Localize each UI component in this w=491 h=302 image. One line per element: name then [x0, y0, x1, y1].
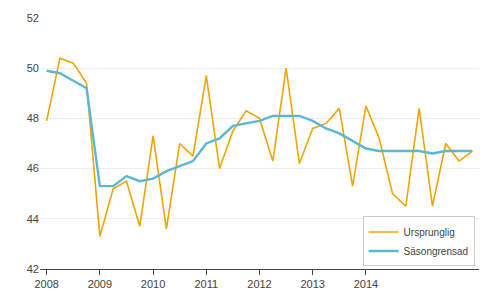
svg-text:2009: 2009: [88, 278, 112, 290]
svg-text:Ursprunglig: Ursprunglig: [404, 227, 455, 238]
svg-text:48: 48: [27, 112, 39, 124]
svg-text:2008: 2008: [34, 278, 58, 290]
svg-text:2011: 2011: [194, 278, 218, 290]
svg-text:46: 46: [27, 162, 39, 174]
svg-text:2010: 2010: [141, 278, 165, 290]
svg-text:44: 44: [27, 213, 39, 225]
svg-text:50: 50: [27, 62, 39, 74]
svg-text:2012: 2012: [247, 278, 271, 290]
svg-text:52: 52: [27, 12, 39, 24]
svg-text:2014: 2014: [354, 278, 378, 290]
svg-text:42: 42: [27, 263, 39, 275]
svg-text:2013: 2013: [300, 278, 324, 290]
svg-text:Säsongrensad: Säsongrensad: [404, 246, 469, 257]
